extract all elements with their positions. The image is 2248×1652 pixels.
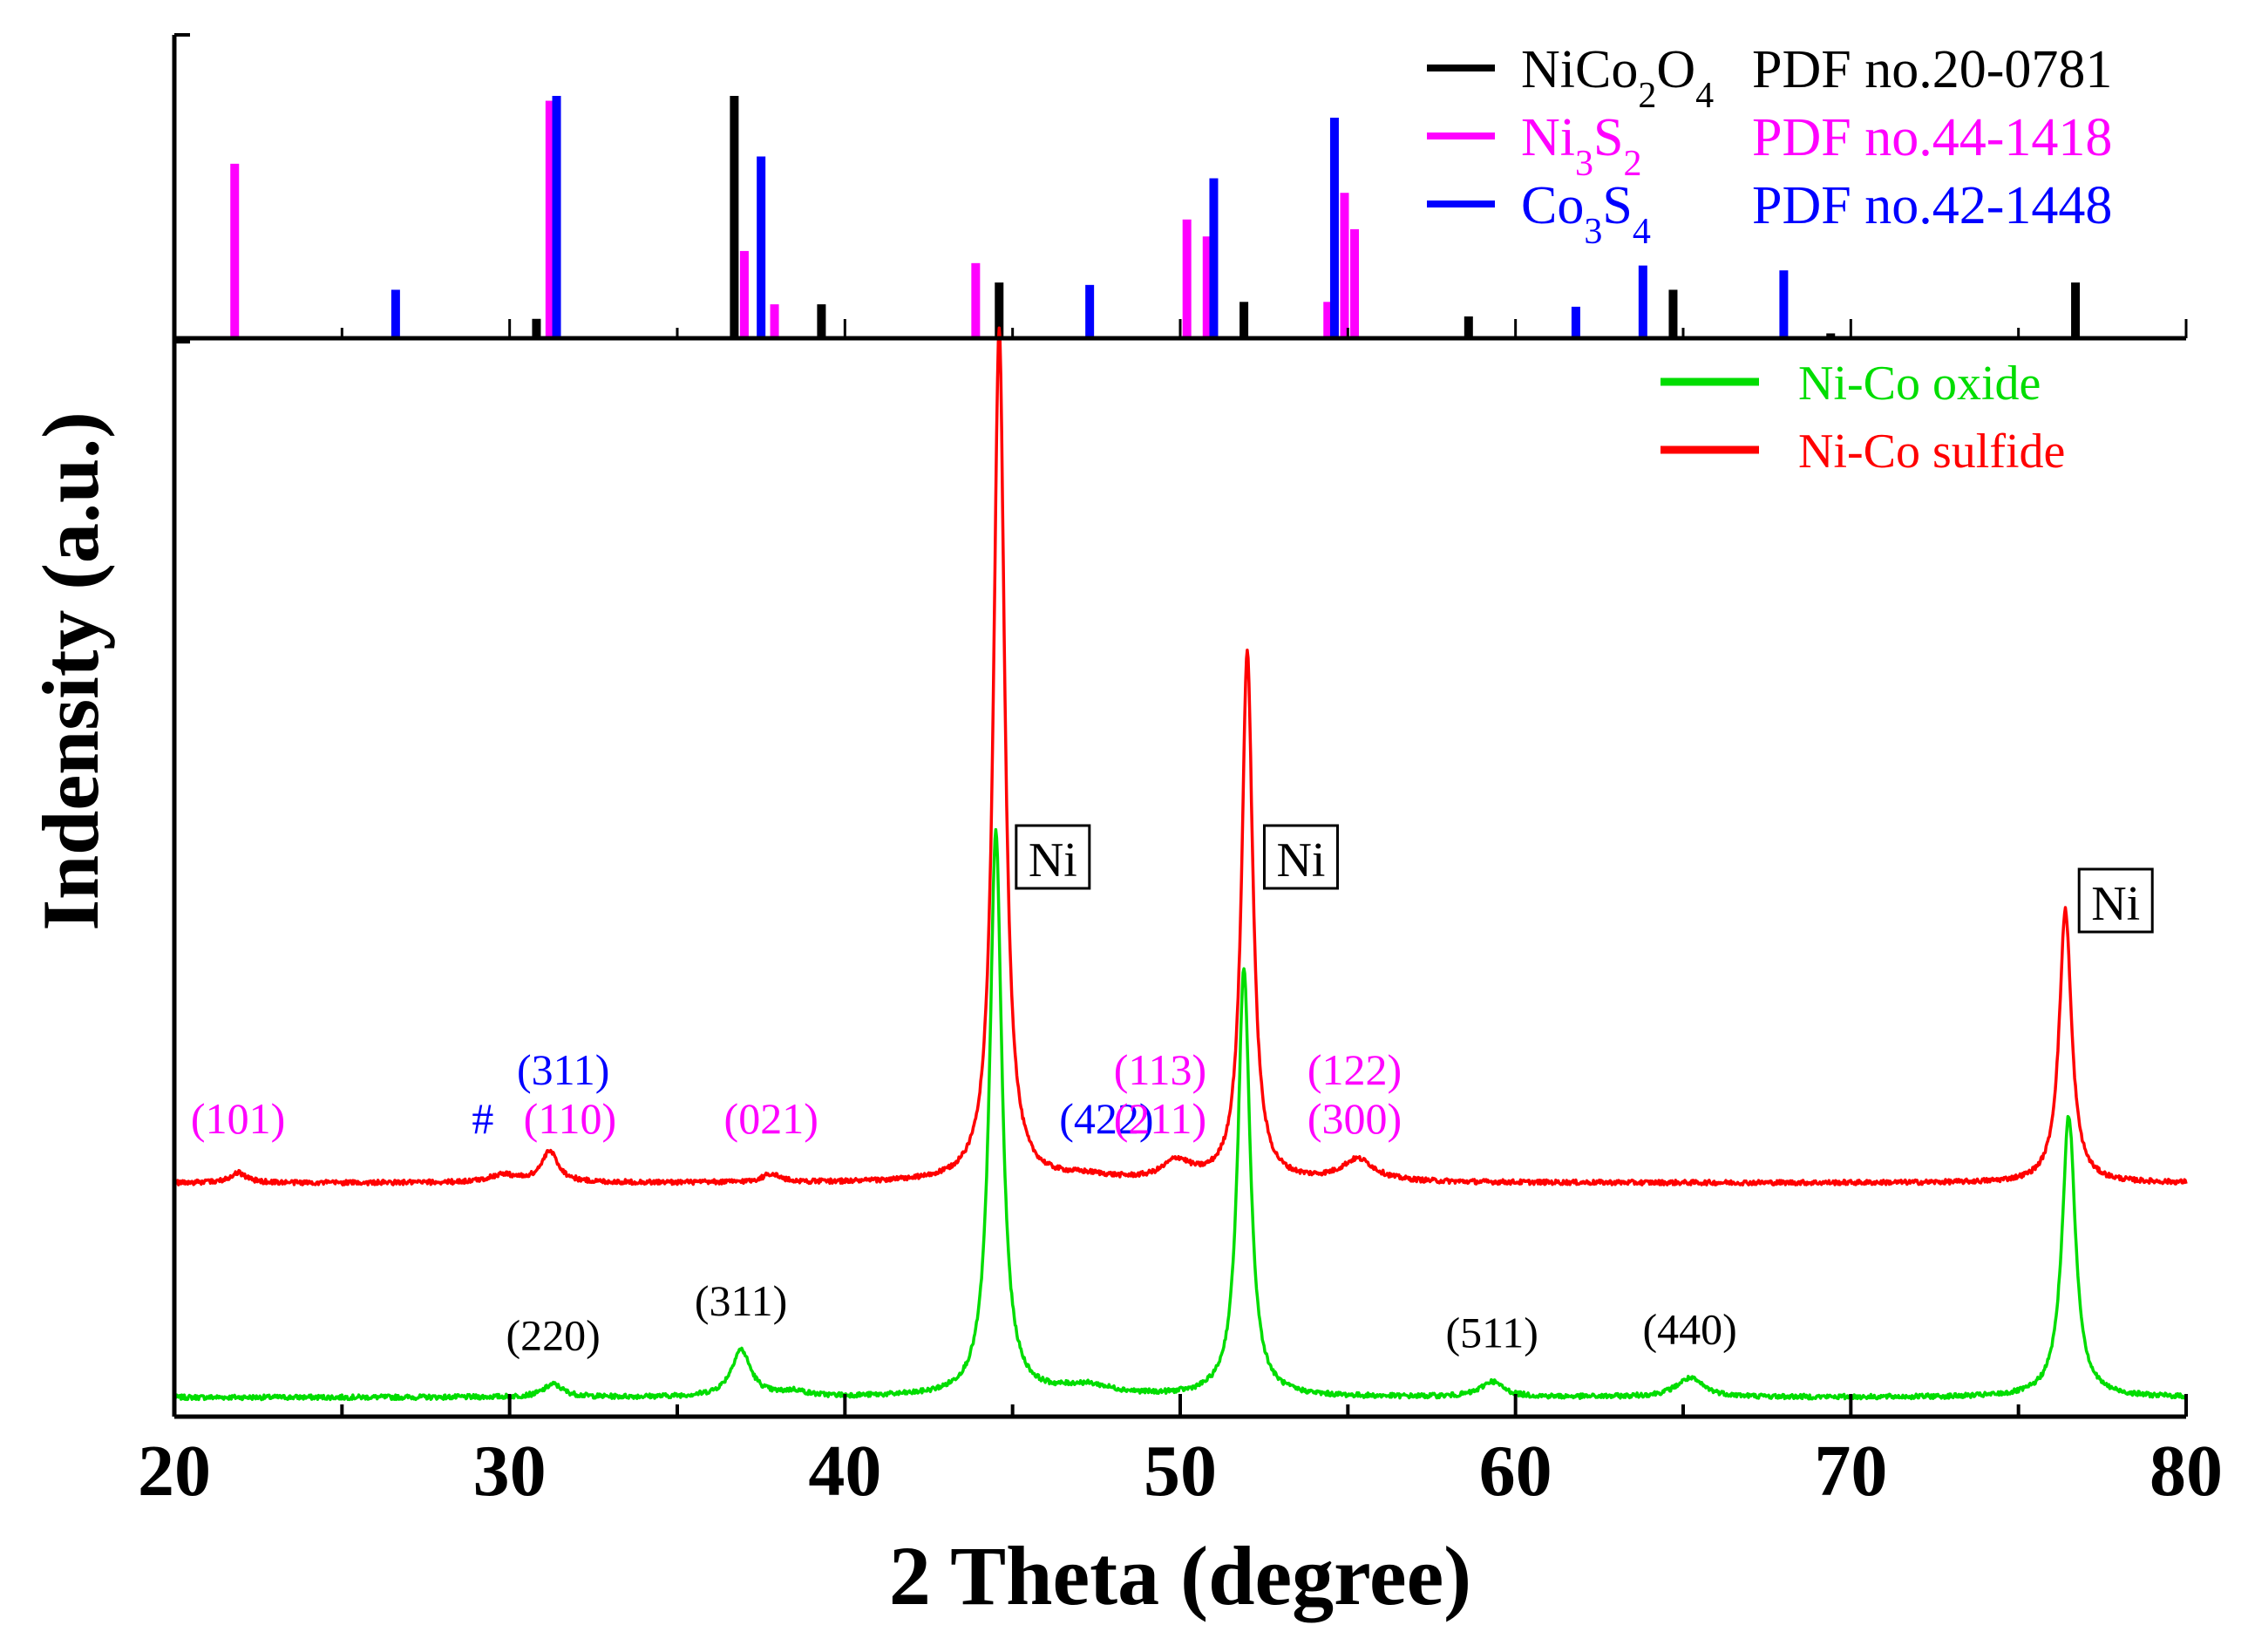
reference-bar [1668, 289, 1678, 338]
subscript: 4 [1633, 212, 1651, 252]
reference-bar [770, 304, 779, 338]
formula-part: S [1602, 176, 1632, 235]
reference-bar [757, 156, 766, 338]
legend-pattern-name: Ni-Co sulfide [1798, 425, 2065, 479]
ni-label-box [1262, 824, 1339, 890]
peak-hkl-label: (422) [1059, 1094, 1153, 1143]
x-axis-title: 2 Theta (degree) [889, 1529, 1471, 1622]
reference-bar [1340, 193, 1349, 338]
reference-bar [739, 250, 749, 338]
peak-hkl-label: (113) [1114, 1045, 1206, 1094]
reference-bar [1779, 270, 1789, 338]
peak-hkl-label: # [472, 1094, 493, 1143]
legend-phase-name: Co3S4 [1521, 176, 1651, 252]
diffraction-patterns [173, 326, 2188, 1402]
axes-frame: 20 30 40 50 60 70 80 [138, 33, 2223, 1512]
peak-hkl-label: (101) [191, 1094, 285, 1143]
peak-hkl-label: (511) [1446, 1308, 1538, 1356]
peak-hkl-label: (311) [517, 1045, 609, 1094]
reference-bar [1182, 219, 1192, 338]
subscript: 4 [1695, 76, 1714, 116]
subscript: 3 [1575, 144, 1593, 184]
reference-bar [1239, 302, 1249, 338]
formula-part: NiCo [1521, 40, 1638, 99]
pattern-line-sulfide [173, 326, 2188, 1186]
reference-bar [730, 96, 739, 338]
legend-phase-name: NiCo2O4 [1521, 40, 1714, 116]
ni-label-box [1015, 824, 1091, 890]
ni-label: Ni [2091, 877, 2140, 931]
formula-part: Co [1521, 176, 1584, 235]
peak-hkl-label: (021) [724, 1094, 818, 1143]
ni-label-box [2077, 867, 2154, 934]
reference-bar [1329, 118, 1339, 338]
pattern-legend: Ni-Co oxide Ni-Co sulfide [1661, 357, 2065, 479]
formula-part: Ni [1521, 108, 1575, 167]
peak-hkl-label: (122) [1307, 1045, 1402, 1094]
x-tick-label: 50 [1144, 1431, 1217, 1512]
x-tick-label: 70 [1814, 1431, 1887, 1512]
peak-hkl-label: (110) [524, 1094, 616, 1143]
ni-label: Ni [1029, 833, 1077, 887]
reference-bar [1350, 228, 1360, 338]
ni-label: Ni [1276, 833, 1325, 887]
x-tick-label: 30 [473, 1431, 547, 1512]
y-axis-title: Indensity (a.u.) [26, 411, 115, 931]
subscript: 2 [1638, 76, 1656, 116]
reference-bar [545, 100, 554, 338]
legend-pdf-number: PDF no.42-1448 [1752, 176, 2112, 235]
subscript: 2 [1623, 144, 1641, 184]
reference-bar [995, 282, 1004, 338]
reference-bar [1826, 333, 1836, 338]
peak-hkl-label: (220) [506, 1310, 601, 1359]
reference-bar [817, 304, 826, 338]
reference-bar [971, 262, 981, 338]
reference-bar [391, 289, 400, 338]
reference-bar [1464, 316, 1473, 338]
x-tick-label: 60 [1479, 1431, 1552, 1512]
reference-bar [532, 318, 541, 338]
legend-pattern-name: Ni-Co oxide [1798, 357, 2041, 411]
peak-hkl-label: (211) [1114, 1094, 1206, 1143]
reference-bar [230, 163, 240, 338]
x-tick-label: 20 [138, 1431, 211, 1512]
reference-bar [2071, 282, 2081, 338]
legend-pdf-number: PDF no.20-0781 [1752, 40, 2112, 99]
formula-part: O [1656, 40, 1695, 99]
legend-pdf-number: PDF no.44-1418 [1752, 108, 2112, 167]
reference-bar [1638, 265, 1647, 338]
subscript: 3 [1584, 212, 1602, 252]
reference-pattern-bars [230, 96, 2081, 338]
x-tick-label: 40 [808, 1431, 881, 1512]
peak-annotations: (220)(311)(511) (440)(101) #(311)(110) (021… [191, 824, 2154, 1359]
reference-bar [1202, 236, 1212, 338]
formula-part: S [1593, 108, 1623, 167]
peak-hkl-label: (440) [1643, 1304, 1737, 1353]
reference-bar [1571, 306, 1580, 338]
peak-hkl-label: (300) [1307, 1094, 1402, 1143]
peak-hkl-label: (311) [695, 1276, 787, 1325]
x-tick-label: 80 [2150, 1431, 2223, 1512]
reference-bar [552, 96, 561, 338]
reference-bar [1085, 284, 1095, 338]
reference-bar [1323, 302, 1333, 338]
reference-bar [1209, 178, 1219, 338]
legend-phase-name: Ni3S2 [1521, 108, 1641, 184]
